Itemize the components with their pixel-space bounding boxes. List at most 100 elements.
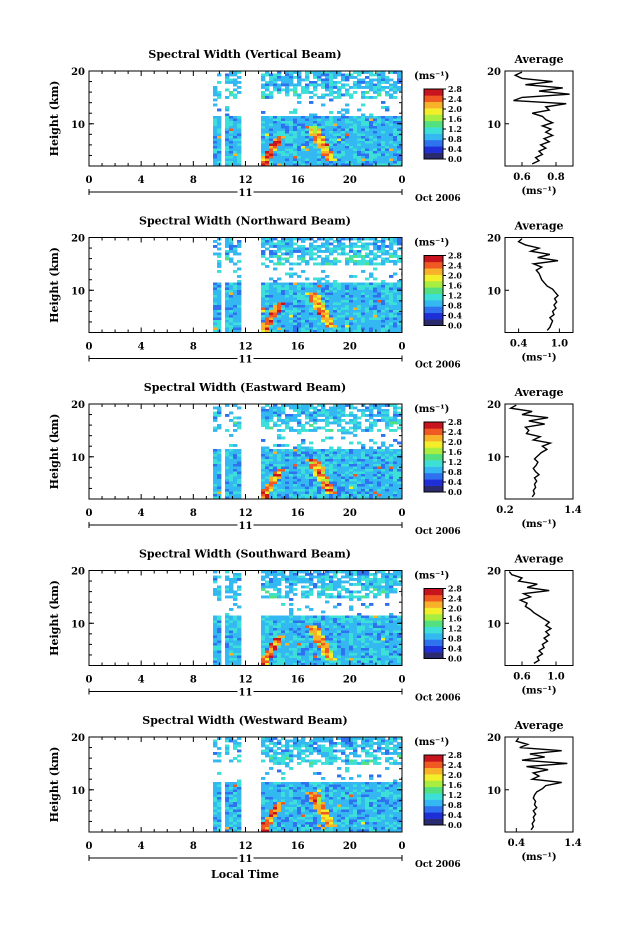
colorbar-tick-label: 2.8 (448, 84, 462, 94)
x-tick-label: 0 (86, 841, 93, 852)
beam-panel: Spectral Width (Vertical Beam) 10 20 Height… (48, 48, 574, 204)
colorbar-tick-label: 1.6 (448, 780, 462, 790)
colorbar-tick-label: 0.0 (448, 654, 462, 664)
colorbar-tick-label: 0.4 (448, 144, 462, 154)
colorbar-swatch (424, 287, 443, 294)
day-label-bg (237, 685, 254, 697)
colorbar-swatch (424, 108, 443, 115)
day-label-bg (237, 519, 254, 530)
average-x-title: (ms⁻¹) (521, 186, 556, 197)
x-tick-label: 8 (190, 175, 197, 186)
average-frame (504, 570, 574, 666)
colorbar-tick-label: 0.4 (448, 644, 462, 654)
colorbar-swatch (424, 300, 443, 307)
colorbar-swatch (424, 312, 443, 320)
average-x-title: (ms⁻¹) (521, 353, 556, 364)
y-tick-label: 20 (71, 567, 85, 578)
beam-panel: Spectral Width (Eastward Beam) 10 20 Height… (48, 381, 582, 537)
average-y-tick-label: 20 (487, 67, 501, 78)
average-x-tick-label: 1.0 (547, 672, 564, 683)
y-tick-label: 20 (71, 67, 85, 78)
colorbar-swatch (424, 133, 443, 141)
date-label: Oct 2006 (415, 194, 461, 204)
y-tick-label: 20 (71, 234, 85, 245)
y-tick-label: 10 (71, 120, 85, 131)
average-profile-line (517, 238, 559, 331)
beam-panel: Spectral Width (Northward Beam) 10 20 Heigh… (48, 215, 574, 371)
x-tick-label: 4 (138, 175, 145, 186)
x-tick-label: 8 (190, 342, 197, 353)
average-x-tick-label: 0.8 (547, 172, 564, 183)
colorbar-tick-label: 1.2 (448, 624, 462, 634)
x-tick-label: 20 (343, 342, 357, 353)
colorbar-tick-label: 0.8 (448, 301, 462, 311)
colorbar-frame (423, 88, 444, 160)
colorbar-swatch (424, 422, 443, 429)
y-tick-label: 10 (71, 619, 85, 630)
colorbar-tick-label: 2.0 (448, 770, 462, 780)
average-title: Average (513, 386, 563, 399)
average-y-tick-label: 10 (487, 619, 501, 630)
x-tick-label: 4 (138, 675, 145, 686)
x-tick-label: 0 (399, 342, 406, 353)
average-x-tick-label: 0.4 (508, 838, 525, 849)
spectral-width-heatmap (213, 737, 402, 832)
colorbar-swatch (424, 460, 443, 467)
colorbar-swatch (424, 447, 443, 455)
colorbar-tick-label: 2.8 (448, 417, 462, 427)
colorbar-swatch (424, 633, 443, 640)
colorbar-swatch (424, 255, 443, 263)
x-tick-label: 20 (343, 675, 357, 686)
colorbar-swatch (424, 767, 443, 775)
colorbar-frame (423, 754, 444, 826)
x-tick-label: 16 (291, 508, 305, 519)
colorbar-swatch (424, 793, 443, 800)
colorbar-swatch (424, 127, 443, 134)
colorbar-swatch (424, 620, 443, 627)
colorbar-unit: (ms⁻¹) (414, 71, 449, 82)
day-label: 11 (239, 355, 253, 366)
colorbar-unit: (ms⁻¹) (414, 571, 449, 582)
y-tick-label: 10 (71, 453, 85, 464)
average-title: Average (513, 53, 563, 66)
x-tick-label: 12 (239, 508, 253, 519)
colorbar-tick-label: 0.8 (448, 134, 462, 144)
x-tick-label: 0 (86, 675, 93, 686)
average-x-title: (ms⁻¹) (521, 852, 556, 863)
colorbar-tick-label: 2.8 (448, 251, 462, 261)
average-profile-line (508, 404, 553, 498)
colorbar-swatch (424, 626, 443, 634)
colorbar-frame (423, 421, 444, 493)
colorbar-swatch (424, 280, 443, 288)
y-tick-label: 10 (71, 286, 85, 297)
x-tick-label: 0 (399, 841, 406, 852)
colorbar-tick-label: 2.4 (448, 261, 462, 271)
colorbar-unit: (ms⁻¹) (414, 737, 449, 748)
date-label: Oct 2006 (415, 527, 461, 537)
colorbar-swatch (424, 319, 443, 326)
spectral-width-heatmap (213, 404, 402, 499)
colorbar-tick-label: 1.2 (448, 291, 462, 301)
spectral-width-heatmap (213, 71, 402, 166)
x-tick-label: 16 (291, 342, 305, 353)
colorbar-tick-label: 2.4 (448, 594, 462, 604)
colorbar-tick-label: 1.6 (448, 447, 462, 457)
colorbar-tick-label: 0.4 (448, 477, 462, 487)
colorbar-tick-label: 2.4 (448, 427, 462, 437)
panel-title: Spectral Width (Northward Beam) (139, 215, 351, 228)
average-title: Average (513, 719, 563, 732)
colorbar-tick-label: 2.0 (448, 271, 462, 281)
x-tick-label: 0 (399, 175, 406, 186)
average-x-tick-label: 0.6 (513, 672, 530, 683)
colorbar-unit: (ms⁻¹) (414, 238, 449, 249)
average-x-tick-label: 1.4 (564, 505, 581, 516)
x-tick-label: 0 (86, 508, 93, 519)
x-tick-label: 20 (343, 175, 357, 186)
average-y-tick-label: 10 (487, 786, 501, 797)
x-tick-label: 8 (190, 508, 197, 519)
colorbar-swatch (424, 601, 443, 608)
y-axis-title: Height (km) (48, 580, 61, 656)
colorbar-tick-label: 0.0 (448, 487, 462, 497)
average-frame (504, 237, 574, 333)
colorbar-swatch (424, 120, 443, 128)
